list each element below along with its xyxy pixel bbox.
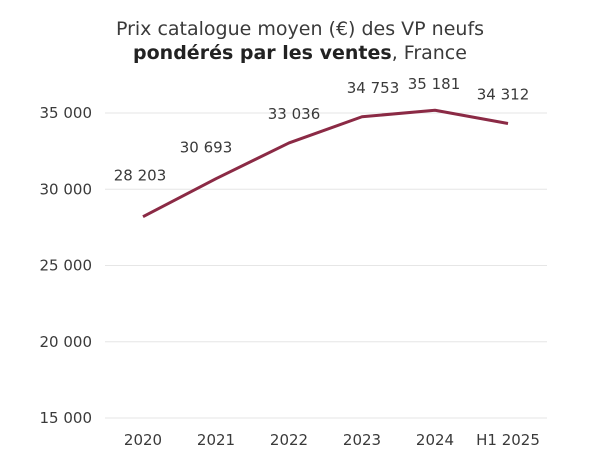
y-tick-label: 20 000 [40, 333, 93, 351]
chart-title-bold: pondérés par les ventes [133, 42, 392, 64]
chart-title-line2: pondérés par les ventes, France [0, 42, 600, 64]
x-tick-label: 2024 [416, 431, 454, 449]
y-tick-label: 25 000 [40, 257, 93, 275]
data-label: 34 753 [347, 79, 400, 97]
x-tick-label: 2023 [343, 431, 381, 449]
x-tick-label: H1 2025 [476, 431, 540, 449]
data-label: 33 036 [268, 105, 321, 123]
data-label: 30 693 [180, 139, 233, 157]
data-label: 35 181 [408, 75, 461, 93]
data-label: 34 312 [477, 85, 530, 103]
chart-title-line1: Prix catalogue moyen (€) des VP neufs [115, 18, 485, 40]
y-tick-label: 35 000 [40, 104, 93, 122]
series-line [142, 108, 509, 218]
chart-title-rest: , France [391, 42, 467, 64]
x-tick-label: 2020 [124, 431, 162, 449]
x-tick-label: 2021 [197, 431, 235, 449]
y-tick-label: 30 000 [40, 180, 93, 198]
y-tick-label: 15 000 [40, 409, 93, 427]
x-tick-label: 2022 [270, 431, 308, 449]
data-label: 28 203 [114, 167, 167, 185]
